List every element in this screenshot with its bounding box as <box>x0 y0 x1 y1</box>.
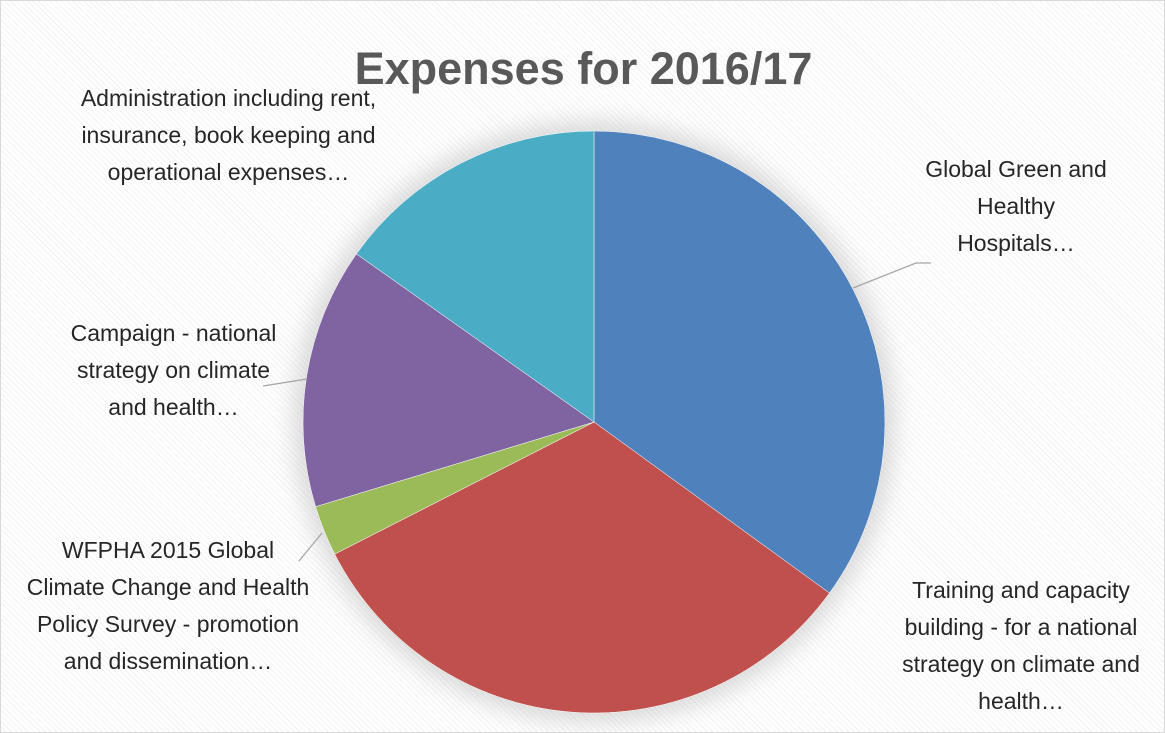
leader-line <box>262 378 308 387</box>
pie-slice <box>356 130 595 423</box>
chart-title: Expenses for 2016/17 <box>354 43 813 94</box>
leader-lines <box>262 262 931 562</box>
pie-slice <box>593 130 886 594</box>
slice-label: Campaign - national strategy on climate … <box>70 320 277 420</box>
slice-label: Administration including rent, insurance… <box>80 85 377 185</box>
slice-label: Training and capacity building - for a n… <box>902 577 1140 714</box>
slice-label: Global Green and Healthy Hospitals… <box>925 156 1107 256</box>
pie-slice <box>334 421 830 714</box>
leader-line <box>298 532 323 562</box>
slice-label: WFPHA 2015 Global Climate Change and Hea… <box>26 537 310 674</box>
pie-slice <box>302 253 595 508</box>
leader-line <box>852 262 931 289</box>
